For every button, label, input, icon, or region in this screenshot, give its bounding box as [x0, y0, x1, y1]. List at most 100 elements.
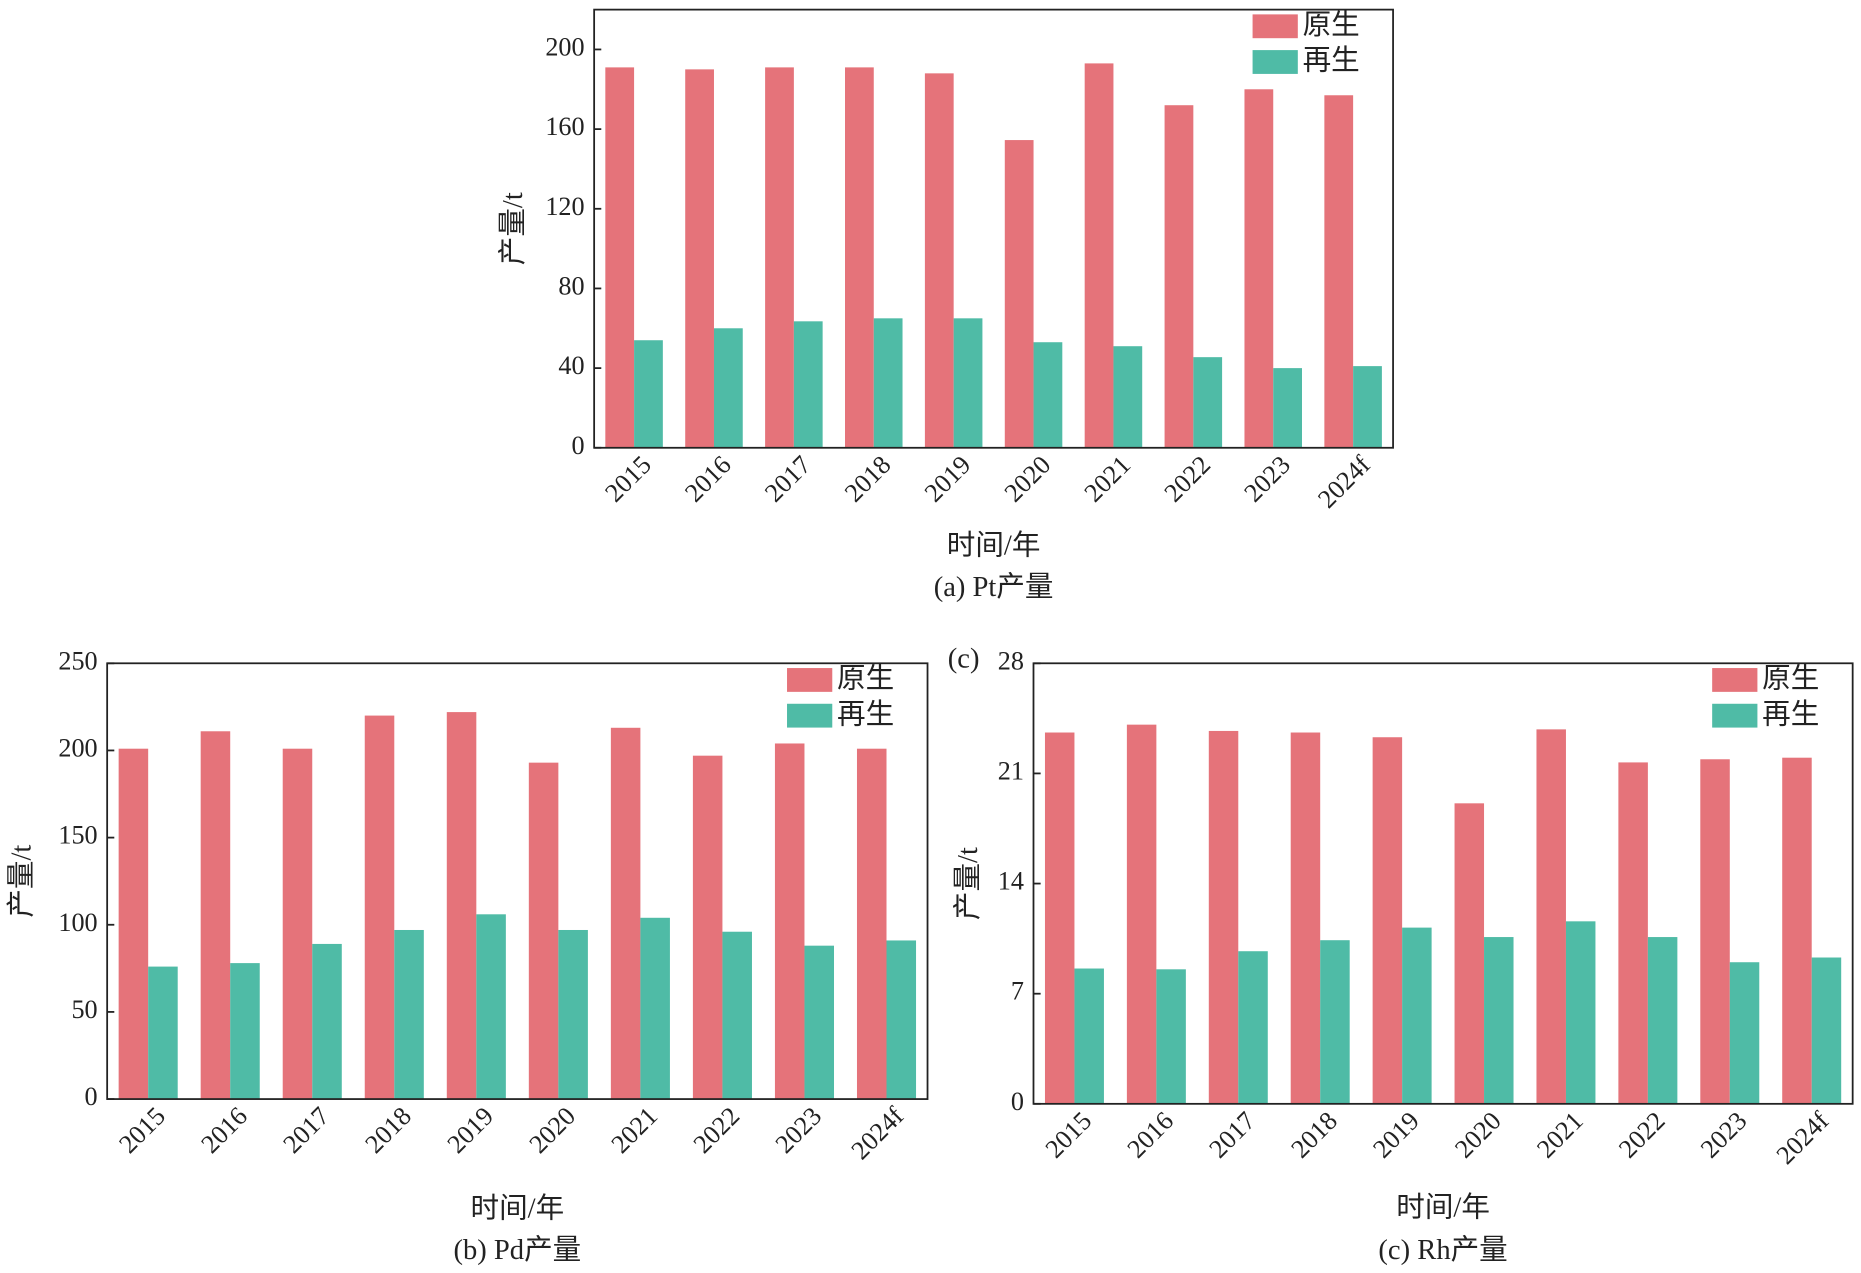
bar: [312, 943, 342, 1100]
y-tick-label: 200: [545, 32, 584, 61]
x-tick-label: 2015: [113, 1101, 171, 1159]
bar: [1084, 63, 1114, 448]
y-tick-label: 250: [58, 646, 97, 675]
y-tick-label: 0: [572, 431, 585, 460]
bar: [1782, 757, 1812, 1104]
bar: [722, 931, 752, 1100]
y-tick-label: 50: [71, 995, 97, 1024]
bar: [1290, 732, 1321, 1104]
bar: [845, 67, 874, 448]
x-tick-label: 2020: [999, 450, 1057, 508]
legend-swatch: [1252, 50, 1298, 74]
bar: [1244, 89, 1274, 448]
x-tick-label: 2021: [606, 1101, 664, 1159]
bar: [774, 743, 805, 1100]
bar: [1238, 951, 1268, 1104]
y-tick-label: 120: [545, 192, 584, 221]
y-axis-label: 产量/t: [952, 847, 984, 920]
y-axis-label: 产量/t: [5, 845, 37, 918]
bar: [1033, 342, 1063, 448]
x-tick-label: 2015: [599, 450, 657, 508]
legend-swatch: [1712, 703, 1758, 728]
legend-label: 原生: [1762, 663, 1819, 695]
bar: [1208, 730, 1239, 1104]
bar: [1618, 762, 1648, 1104]
x-tick-label: 2016: [195, 1101, 253, 1159]
bar: [394, 929, 424, 1100]
x-tick-label: 2016: [679, 450, 737, 508]
bar: [1536, 729, 1566, 1104]
bar: [804, 945, 835, 1100]
bar: [1372, 737, 1403, 1104]
bar: [634, 340, 663, 448]
x-tick-label: 2017: [759, 450, 817, 508]
bar: [873, 318, 903, 448]
bar: [605, 67, 635, 448]
bar: [1164, 105, 1194, 448]
bar: [1273, 368, 1302, 448]
y-tick-label: 150: [58, 821, 97, 850]
x-tick-label: 2020: [524, 1101, 582, 1159]
y-tick-label: 160: [545, 112, 584, 141]
bar: [1044, 732, 1075, 1104]
y-axis-label: 产量/t: [497, 192, 529, 265]
bar: [886, 940, 917, 1100]
x-tick-label: 2016: [1122, 1106, 1180, 1164]
y-tick-label: 80: [558, 271, 584, 300]
legend-swatch: [787, 668, 833, 692]
bar: [1004, 140, 1034, 448]
x-tick-label: 2023: [1238, 450, 1296, 508]
plot-frame: [593, 8, 1394, 449]
x-axis-label: 时间/年: [947, 529, 1041, 561]
bar: [1126, 724, 1157, 1104]
x-tick-label: 2017: [277, 1101, 335, 1159]
plot-frame: [106, 662, 929, 1100]
plot-frame: [1032, 662, 1854, 1105]
x-tick-label: 2024f: [1312, 450, 1376, 514]
x-axis-label: 时间/年: [1396, 1191, 1490, 1223]
bar: [528, 762, 559, 1100]
bar: [713, 328, 743, 448]
x-tick-label: 2018: [1285, 1106, 1343, 1164]
bar: [1320, 940, 1350, 1104]
x-tick-label: 2019: [919, 450, 977, 508]
bar: [1647, 937, 1678, 1104]
y-tick-label: 40: [558, 351, 584, 380]
x-tick-label: 2021: [1531, 1106, 1589, 1164]
x-tick-label: 2019: [1367, 1106, 1425, 1164]
x-tick-label: 2022: [1613, 1106, 1671, 1164]
legend-label: 再生: [1762, 698, 1819, 730]
x-axis-label: 时间/年: [471, 1193, 565, 1225]
bar: [1402, 927, 1432, 1104]
bar: [1484, 937, 1514, 1104]
y-tick-label: 14: [998, 867, 1024, 896]
x-tick-label: 2018: [360, 1101, 418, 1159]
x-tick-label: 2022: [1159, 450, 1217, 508]
x-tick-label: 2022: [688, 1101, 746, 1159]
legend-swatch: [1712, 668, 1758, 692]
x-tick-label: 2021: [1079, 450, 1137, 508]
y-tick-label: 200: [58, 733, 97, 762]
bar: [118, 748, 149, 1100]
x-tick-label: 2024f: [846, 1101, 910, 1165]
x-tick-label: 2019: [442, 1101, 500, 1159]
y-tick-label: 21: [998, 756, 1024, 785]
legend-label: 原生: [1303, 9, 1360, 41]
bar: [1324, 95, 1354, 448]
legend-swatch: [787, 703, 833, 728]
legend-label: 原生: [837, 663, 894, 695]
bar: [230, 963, 260, 1100]
bar: [953, 318, 983, 448]
x-tick-label: 2023: [770, 1101, 828, 1159]
x-tick-label: 2018: [839, 450, 897, 508]
y-tick-label: 7: [1011, 977, 1024, 1006]
bar: [1156, 969, 1186, 1104]
y-tick-label: 100: [58, 908, 97, 937]
bar: [685, 69, 714, 448]
bar: [476, 914, 506, 1100]
caption: (b) Pd产量: [453, 1234, 581, 1266]
legend-label: 再生: [1303, 45, 1360, 77]
y-tick-label: 0: [85, 1082, 98, 1111]
